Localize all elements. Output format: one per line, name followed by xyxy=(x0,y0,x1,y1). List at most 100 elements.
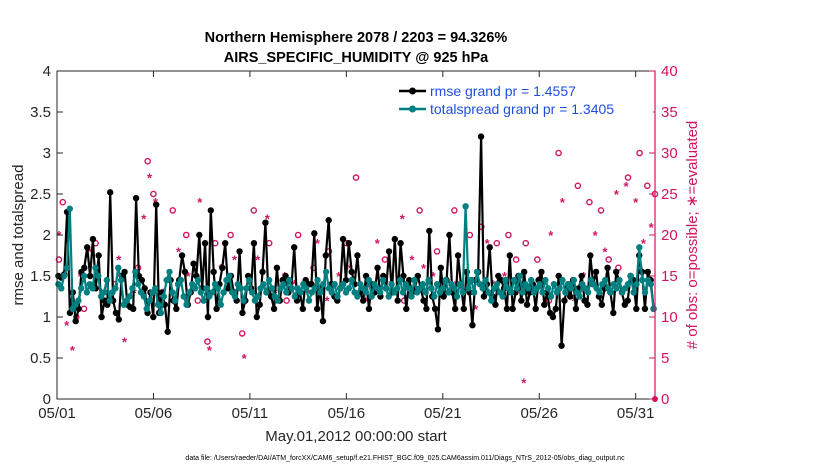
totalspread-point xyxy=(630,289,637,296)
totalspread-point xyxy=(365,276,373,284)
totalspread-point xyxy=(388,281,395,288)
obs-evaluated-marker: * xyxy=(502,269,508,284)
obs-evaluated-marker: * xyxy=(431,269,437,284)
y2-tick-label: 35 xyxy=(661,104,678,121)
totalspread-point xyxy=(624,281,632,288)
rmse-point xyxy=(541,301,548,308)
obs-evaluated-marker: * xyxy=(87,244,93,259)
rmse-point xyxy=(549,313,557,321)
totalspread-point xyxy=(132,268,139,276)
y2-tick-label: 10 xyxy=(661,309,678,326)
obs-evaluated-marker: * xyxy=(325,294,331,309)
rmse-point xyxy=(72,317,79,325)
totalspread-point xyxy=(539,289,546,296)
rmse-point xyxy=(138,276,146,284)
totalspread-point xyxy=(297,289,304,296)
obs-possible-marker xyxy=(59,198,67,206)
obs-possible-marker xyxy=(283,297,290,304)
chart-title: Northern Hemisphere 2078 / 2203 = 94.326… xyxy=(205,30,508,46)
rmse-point xyxy=(492,301,499,308)
totalspread-point xyxy=(633,281,640,288)
totalspread-point xyxy=(433,281,441,288)
data-file-footnote: data file: /Users/raeder/DAI/ATM_forcXX/… xyxy=(185,455,625,462)
totalspread-point xyxy=(616,276,623,284)
totalspread-point xyxy=(78,285,85,292)
rmse-point xyxy=(106,189,114,196)
totalspread-point xyxy=(268,285,276,292)
rmse-point xyxy=(434,326,442,333)
obs-evaluated-marker: * xyxy=(232,253,238,268)
totalspread-point xyxy=(214,285,222,292)
totalspread-point xyxy=(379,276,387,284)
totalspread-point xyxy=(106,297,113,304)
rmse-point xyxy=(339,235,347,243)
totalspread-point xyxy=(200,297,207,304)
y-tick-label: 0 xyxy=(43,391,51,408)
totalspread-point xyxy=(171,297,179,304)
totalspread-point xyxy=(58,285,65,292)
totalspread-point xyxy=(470,289,478,296)
rmse-point xyxy=(446,231,453,239)
obs-evaluated-marker: * xyxy=(242,351,248,366)
obs-evaluated-marker: * xyxy=(255,253,261,268)
obs-evaluated-marker: * xyxy=(375,236,381,251)
totalspread-point xyxy=(510,276,518,284)
legend-rmse-label: rmse grand pr = 1.4557 xyxy=(430,83,576,99)
totalspread-point xyxy=(248,289,256,296)
totalspread-point xyxy=(331,281,338,288)
totalspread-point xyxy=(60,272,68,280)
totalspread-point xyxy=(377,289,384,296)
rmse-point xyxy=(290,244,298,251)
rmse-point xyxy=(299,305,307,312)
obs-possible-marker xyxy=(505,231,512,239)
totalspread-point xyxy=(536,281,543,288)
totalspread-point xyxy=(217,301,224,308)
totalspread-point xyxy=(576,293,583,300)
rmse-point xyxy=(213,305,220,312)
rmse-point xyxy=(391,235,399,243)
rmse-point xyxy=(253,313,261,321)
obs-possible-marker xyxy=(451,207,458,214)
obs-evaluated-marker: * xyxy=(265,212,271,227)
rmse-point xyxy=(460,305,468,312)
x-tick-label: 05/01 xyxy=(38,405,76,422)
totalspread-point xyxy=(473,268,481,276)
rmse-point xyxy=(86,272,94,280)
totalspread-point xyxy=(157,309,165,317)
totalspread-point xyxy=(254,293,261,300)
y2-tick-label: 30 xyxy=(661,145,678,162)
legend-rmse-marker xyxy=(409,87,416,95)
obs-evaluated-marker: * xyxy=(292,277,298,292)
rmse-point xyxy=(578,272,585,280)
totalspread-point xyxy=(556,285,563,292)
rmse-point xyxy=(95,252,102,259)
rmse-point xyxy=(477,133,485,140)
totalspread-point xyxy=(550,281,558,288)
obs-possible-marker xyxy=(636,149,643,157)
totalspread-point xyxy=(166,268,173,276)
rmse-point xyxy=(313,305,321,312)
totalspread-point xyxy=(126,293,133,300)
y-tick-label: 1.5 xyxy=(30,268,51,285)
totalspread-point xyxy=(280,281,287,288)
rmse-point xyxy=(210,268,217,276)
rmse-point xyxy=(348,268,355,276)
totalspread-point xyxy=(203,285,210,292)
totalspread-point xyxy=(488,297,495,304)
rmse-point xyxy=(403,305,410,312)
totalspread-point xyxy=(394,285,401,292)
obs-evaluated-marker: * xyxy=(176,244,182,259)
obs-possible-marker xyxy=(250,207,258,214)
totalspread-point xyxy=(439,285,447,292)
totalspread-point xyxy=(115,264,122,271)
totalspread-point xyxy=(117,276,125,284)
rmse-point xyxy=(509,305,516,312)
rmse-point xyxy=(523,301,531,308)
totalspread-point xyxy=(194,276,202,284)
obs-possible-marker xyxy=(555,149,562,157)
totalspread-point xyxy=(240,297,247,304)
y2-tick-label: 25 xyxy=(661,186,678,203)
obs-evaluated-marker: * xyxy=(64,318,70,333)
x-tick-label: 05/06 xyxy=(135,405,173,422)
